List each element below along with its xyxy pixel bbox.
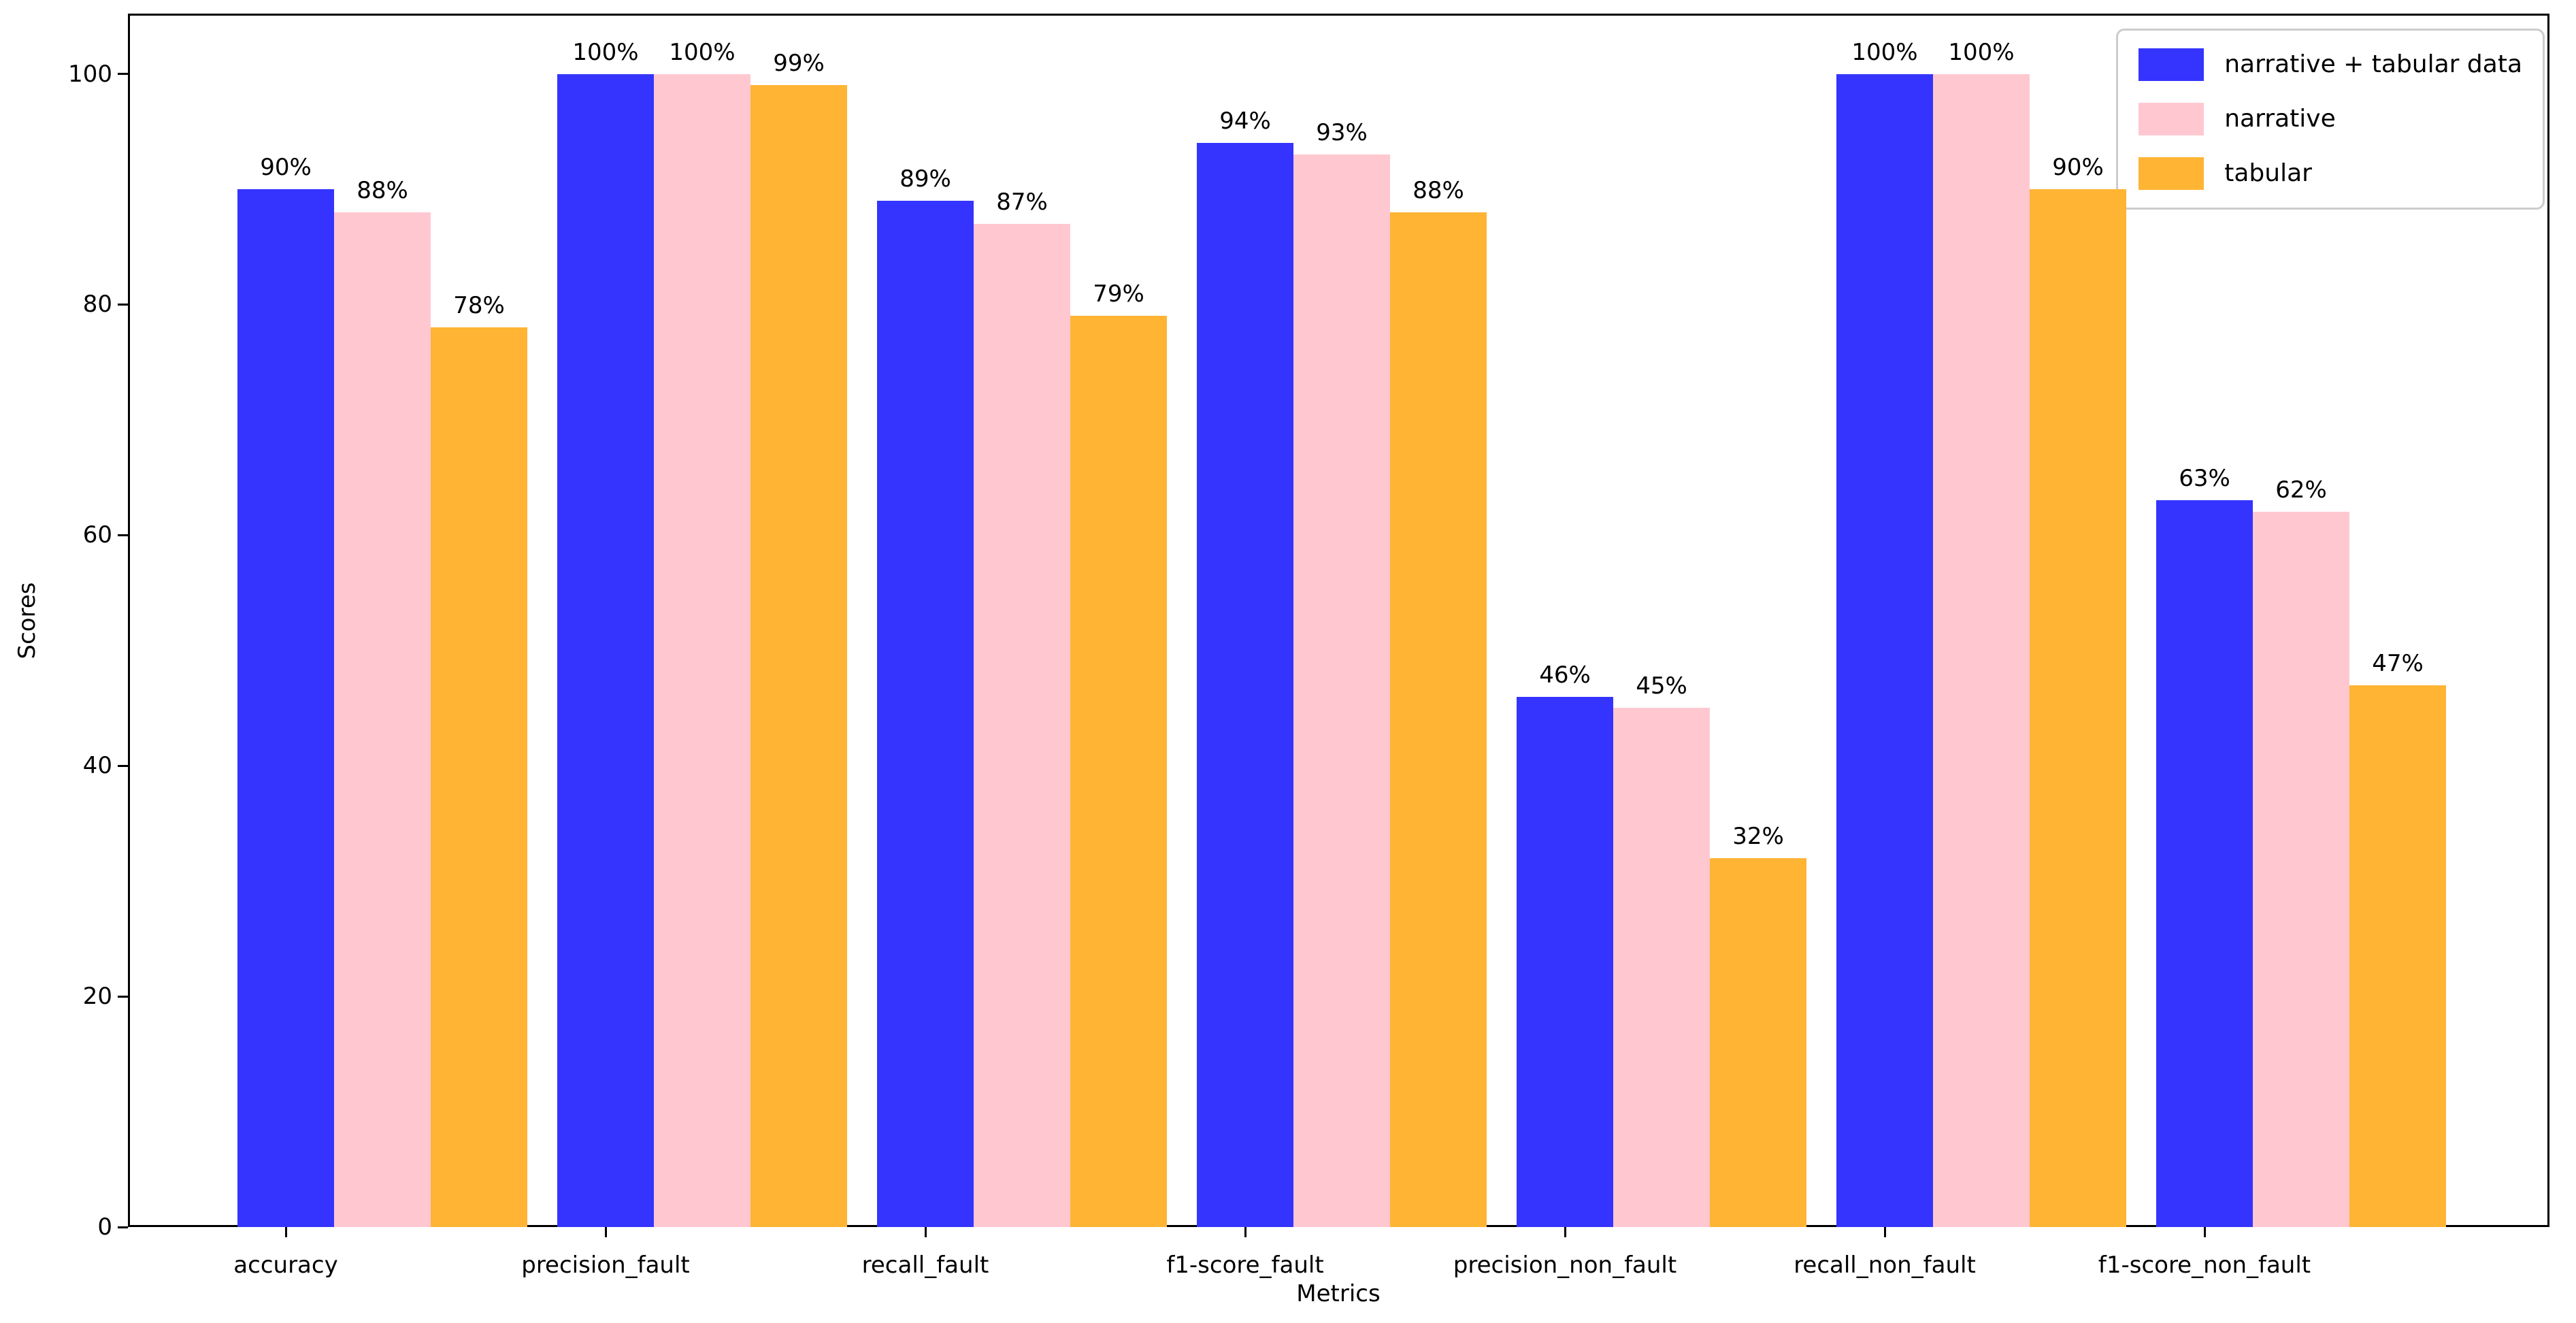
y-tick-mark-60 (118, 534, 128, 536)
bar-recall_fault-series-0 (877, 200, 974, 1227)
x-tick-mark-f1-score_non_fault (2203, 1227, 2206, 1237)
x-tick-mark-accuracy (284, 1227, 287, 1237)
x-tick-label-accuracy: accuracy (233, 1252, 338, 1279)
bar-f1-score_non_fault-series-0 (2156, 500, 2253, 1227)
bar-precision_non_fault-series-2 (1710, 858, 1806, 1227)
legend-label-1: narrative (2224, 105, 2336, 133)
y-tick-label-0: 0 (97, 1213, 112, 1241)
x-tick-label-precision_non_fault: precision_non_fault (1453, 1252, 1677, 1279)
bar-value-label-f1-score_fault-series-0: 94% (1219, 108, 1271, 135)
y-tick-mark-40 (118, 764, 128, 767)
bar-value-label-precision_fault-series-1: 100% (669, 38, 736, 66)
bar-precision_fault-series-2 (750, 85, 847, 1227)
y-tick-mark-0 (118, 1226, 128, 1228)
legend: narrative + tabular data narrative tabular (2116, 29, 2545, 210)
bar-value-label-recall_fault-series-2: 79% (1093, 280, 1144, 308)
y-tick-label-20: 20 (82, 983, 112, 1011)
bar-precision_non_fault-series-1 (1613, 708, 1710, 1227)
bar-f1-score_fault-series-0 (1197, 143, 1293, 1227)
y-tick-label-80: 80 (82, 291, 112, 318)
bar-recall_non_fault-series-1 (1933, 74, 2030, 1227)
bar-value-label-recall_non_fault-series-2: 90% (2052, 153, 2104, 181)
legend-label-0: narrative + tabular data (2224, 50, 2522, 78)
x-tick-label-recall_fault: recall_fault (861, 1252, 989, 1279)
x-tick-label-f1-score_non_fault: f1-score_non_fault (2098, 1252, 2311, 1279)
bar-recall_non_fault-series-0 (1836, 74, 1933, 1227)
bar-value-label-f1-score_fault-series-1: 93% (1316, 119, 1368, 147)
legend-item-1: narrative (2139, 103, 2522, 135)
legend-swatch-2 (2139, 157, 2205, 190)
x-tick-label-recall_non_fault: recall_non_fault (1794, 1252, 1976, 1279)
bar-value-label-recall_fault-series-0: 89% (899, 165, 951, 193)
x-axis-title: Metrics (1296, 1280, 1381, 1307)
x-tick-mark-precision_non_fault (1564, 1227, 1566, 1237)
legend-swatch-1 (2139, 103, 2205, 135)
bar-value-label-precision_non_fault-series-2: 32% (1732, 822, 1784, 850)
x-tick-label-precision_fault: precision_fault (521, 1252, 690, 1279)
x-tick-label-f1-score_fault: f1-score_fault (1166, 1252, 1324, 1279)
legend-item-0: narrative + tabular data (2139, 48, 2522, 81)
y-tick-label-100: 100 (68, 60, 112, 88)
legend-swatch-0 (2139, 48, 2205, 81)
bar-accuracy-series-1 (334, 212, 431, 1227)
bar-value-label-f1-score_non_fault-series-2: 47% (2372, 649, 2424, 677)
bar-accuracy-series-0 (237, 189, 334, 1227)
bar-precision_fault-series-1 (654, 74, 750, 1227)
y-tick-label-40: 40 (82, 752, 112, 780)
bar-value-label-f1-score_non_fault-series-1: 62% (2275, 476, 2327, 504)
x-tick-mark-recall_non_fault (1883, 1227, 1886, 1237)
legend-label-2: tabular (2224, 159, 2312, 187)
y-tick-label-60: 60 (82, 521, 112, 549)
x-tick-mark-precision_fault (604, 1227, 607, 1237)
bar-value-label-recall_fault-series-1: 87% (996, 188, 1048, 216)
x-tick-mark-recall_fault (924, 1227, 927, 1237)
bar-value-label-accuracy-series-1: 88% (357, 176, 408, 204)
x-tick-mark-f1-score_fault (1244, 1227, 1246, 1237)
bar-value-label-recall_non_fault-series-0: 100% (1851, 38, 1918, 66)
y-tick-mark-100 (118, 73, 128, 75)
bar-recall_fault-series-2 (1070, 316, 1167, 1227)
bar-value-label-precision_fault-series-0: 100% (572, 38, 639, 66)
bar-value-label-f1-score_fault-series-2: 88% (1413, 176, 1464, 204)
bar-value-label-accuracy-series-2: 78% (453, 292, 505, 320)
bar-accuracy-series-2 (431, 327, 527, 1227)
bar-value-label-precision_fault-series-2: 99% (773, 50, 825, 78)
bar-value-label-f1-score_non_fault-series-0: 63% (2179, 465, 2230, 493)
legend-item-2: tabular (2139, 157, 2522, 190)
y-tick-mark-80 (118, 303, 128, 306)
bar-value-label-precision_non_fault-series-0: 46% (1539, 661, 1591, 689)
y-tick-mark-20 (118, 995, 128, 998)
bar-f1-score_fault-series-2 (1390, 212, 1487, 1227)
bar-f1-score_non_fault-series-2 (2349, 685, 2446, 1227)
bar-value-label-recall_non_fault-series-1: 100% (1948, 38, 2015, 66)
bar-value-label-accuracy-series-0: 90% (260, 153, 312, 181)
bar-f1-score_fault-series-1 (1293, 154, 1390, 1227)
bar-recall_non_fault-series-2 (2030, 189, 2126, 1227)
bar-precision_non_fault-series-0 (1517, 696, 1613, 1227)
bar-precision_fault-series-0 (557, 74, 654, 1227)
bar-f1-score_non_fault-series-1 (2253, 512, 2349, 1227)
bar-value-label-precision_non_fault-series-1: 45% (1636, 672, 1687, 700)
bar-recall_fault-series-1 (974, 223, 1070, 1227)
